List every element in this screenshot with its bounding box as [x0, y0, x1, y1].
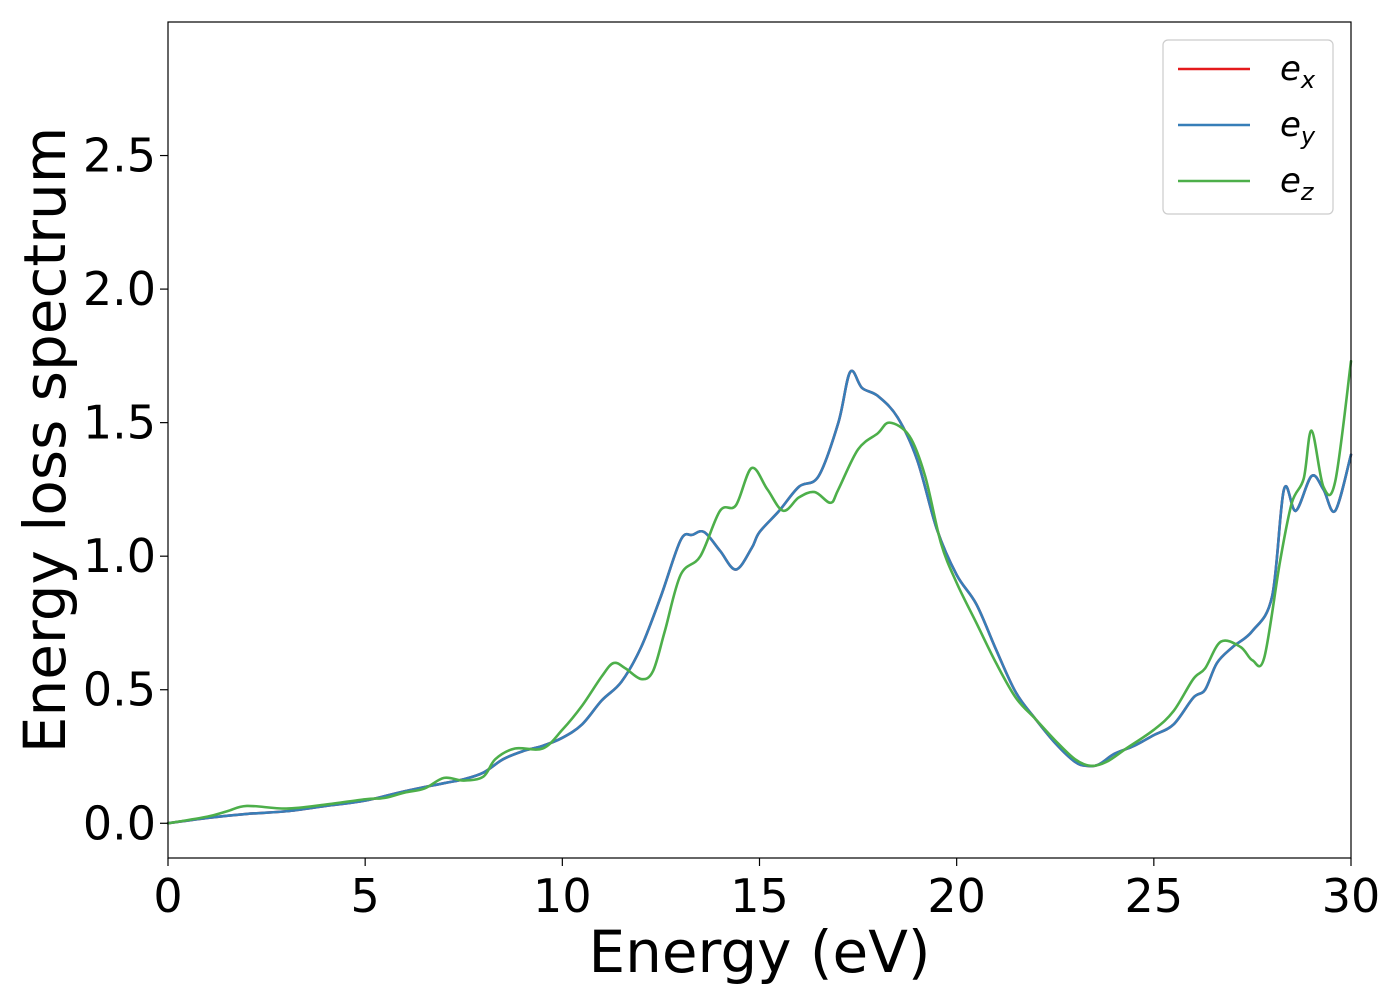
- x-tick-label: 5: [351, 869, 380, 923]
- y-tick-label: 2.5: [83, 129, 156, 183]
- y-tick-label: 0.5: [83, 663, 156, 717]
- x-axis-ticks: 0 5 10 15 20 25 30: [153, 858, 1380, 923]
- x-tick-label: 10: [533, 869, 592, 923]
- legend-box: [1162, 39, 1334, 215]
- x-tick-label: 15: [730, 869, 789, 923]
- y-tick-label: 2.0: [83, 262, 156, 316]
- y-tick-label: 0.0: [83, 796, 156, 850]
- y-axis-label: Energy loss spectrum: [11, 127, 79, 753]
- x-tick-label: 30: [1322, 869, 1381, 923]
- x-tick-label: 25: [1125, 869, 1184, 923]
- y-axis-ticks: 0.0 0.5 1.0 1.5 2.0 2.5: [83, 129, 168, 850]
- x-tick-label: 20: [927, 869, 986, 923]
- plot-area: [168, 22, 1351, 858]
- y-tick-label: 1.0: [83, 529, 156, 583]
- series-layer: [166, 359, 1353, 825]
- x-axis-label: Energy (eV): [588, 918, 930, 986]
- series-line-z: [166, 359, 1353, 825]
- x-tick-label: 0: [153, 869, 182, 923]
- y-tick-label: 1.5: [83, 396, 156, 450]
- series-line-y: [166, 369, 1353, 825]
